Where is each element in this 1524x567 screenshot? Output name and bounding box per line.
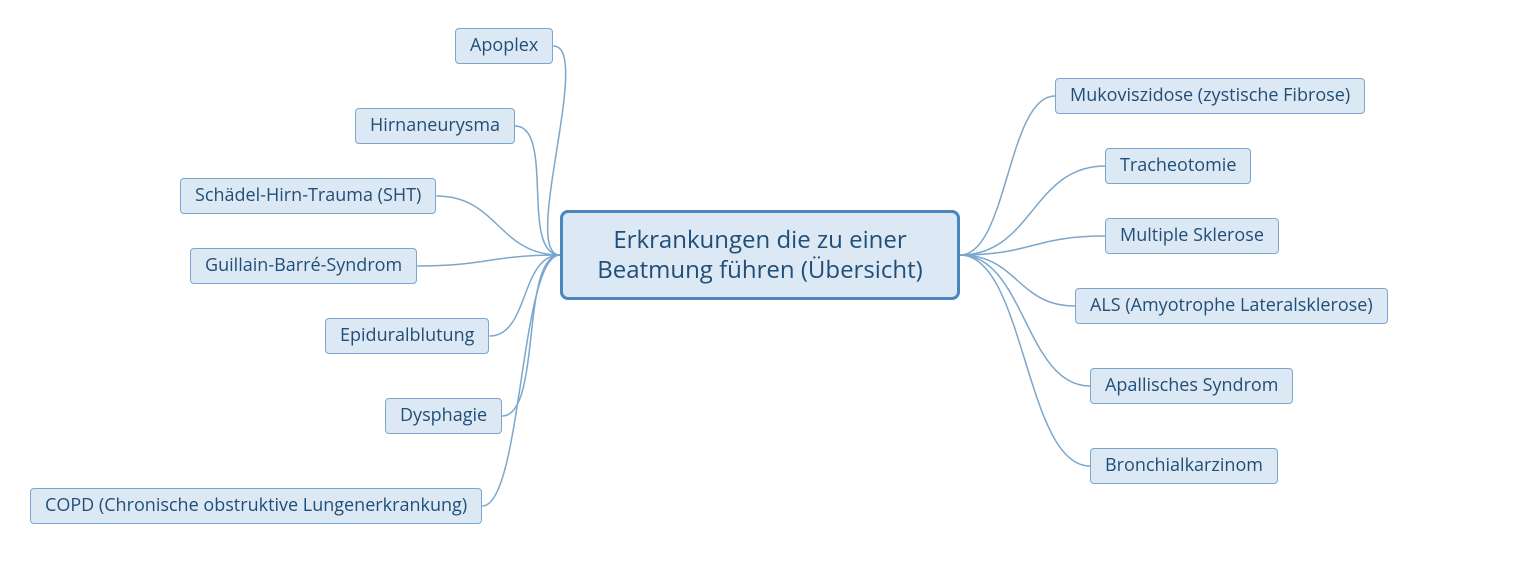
node-label: Bronchialkarzinom <box>1105 455 1263 477</box>
connector <box>436 196 560 255</box>
node-label: Schädel-Hirn-Trauma (SHT) <box>195 185 421 207</box>
connector <box>502 255 560 416</box>
connector <box>515 126 560 255</box>
connector <box>960 255 1090 466</box>
node-label: ALS (Amyotrophe Lateralsklerose) <box>1090 295 1373 317</box>
node-epidural: Epiduralblutung <box>325 318 489 354</box>
connector <box>482 255 560 506</box>
connector <box>960 96 1055 255</box>
connector <box>489 255 560 336</box>
connector <box>960 255 1090 386</box>
node-label: COPD (Chronische obstruktive Lungenerkra… <box>45 495 467 517</box>
connector <box>960 255 1075 306</box>
node-apoplex: Apoplex <box>455 28 553 64</box>
node-label: Hirnaneurysma <box>370 115 500 137</box>
central-node: Erkrankungen die zu einerBeatmung führen… <box>560 210 960 300</box>
node-ms: Multiple Sklerose <box>1105 218 1279 254</box>
node-copd: COPD (Chronische obstruktive Lungenerkra… <box>30 488 482 524</box>
node-label: Multiple Sklerose <box>1120 225 1264 247</box>
node-sht: Schädel-Hirn-Trauma (SHT) <box>180 178 436 214</box>
node-label: Apoplex <box>470 35 538 57</box>
connector <box>960 236 1105 255</box>
connector <box>960 166 1105 255</box>
node-bronchial: Bronchialkarzinom <box>1090 448 1278 484</box>
node-als: ALS (Amyotrophe Lateralsklerose) <box>1075 288 1388 324</box>
node-label: Apallisches Syndrom <box>1105 375 1278 397</box>
node-label: Dysphagie <box>400 405 487 427</box>
node-label: Mukoviszidose (zystische Fibrose) <box>1070 85 1350 107</box>
central-label: Erkrankungen die zu einerBeatmung führen… <box>597 225 922 285</box>
connector <box>417 255 560 266</box>
node-apallisch: Apallisches Syndrom <box>1090 368 1293 404</box>
node-gbs: Guillain-Barré-Syndrom <box>190 248 417 284</box>
node-label: Guillain-Barré-Syndrom <box>205 255 402 277</box>
node-label: Tracheotomie <box>1120 155 1236 177</box>
node-hirnaneurysma: Hirnaneurysma <box>355 108 515 144</box>
node-label: Epiduralblutung <box>340 325 474 347</box>
node-dysphagie: Dysphagie <box>385 398 502 434</box>
node-mukoviszidose: Mukoviszidose (zystische Fibrose) <box>1055 78 1365 114</box>
node-tracheotomie: Tracheotomie <box>1105 148 1251 184</box>
